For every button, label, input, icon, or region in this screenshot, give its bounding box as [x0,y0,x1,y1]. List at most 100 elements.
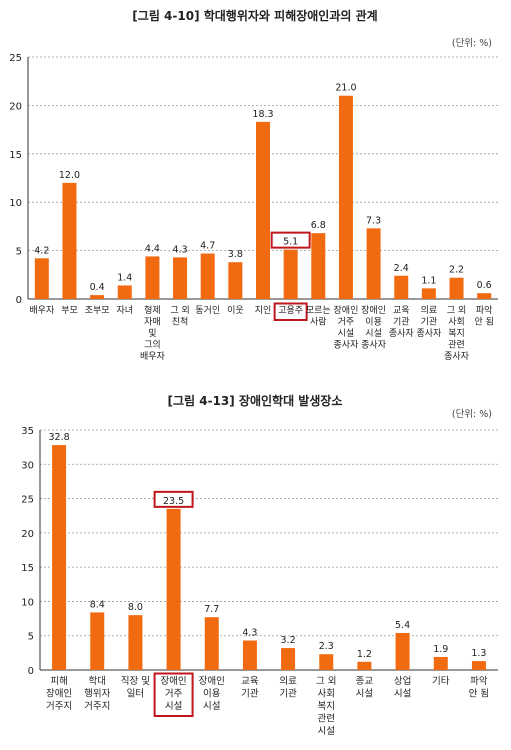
category-highlight-box [153,672,194,717]
category-label: 시설 [165,701,182,712]
value-label: 7.3 [366,215,381,226]
category-label: 그의 [144,340,161,351]
value-label: 18.3 [252,109,273,120]
bar [366,228,381,299]
category-label: 시설 [365,328,382,339]
category-label: 장애인 [334,305,359,316]
category-label: 종사자 [444,351,470,362]
value-label: 2.4 [394,263,409,274]
category-label: 장애인 [199,676,225,687]
category-label: 지인 [255,305,272,316]
value-label: 6.8 [311,220,326,231]
category-label: 배우자 [29,305,55,316]
value-label: 5.1 [283,237,298,248]
value-highlight-box [153,490,194,508]
bar [477,293,492,299]
bar [52,445,67,670]
chart-title: [그림 4-13] 장애인학대 발생장소 [168,393,343,408]
category-label: 기관 [393,317,410,328]
unit-note: (단위: %) [452,408,492,420]
category-label: 시설 [394,689,411,700]
value-label: 1.1 [421,275,436,286]
category-label: 교육 [241,676,259,687]
value-label: 5.4 [395,620,410,631]
category-label: 파악 [476,304,493,316]
chart-title: [그림 4-10] 학대행위자와 피해장애인과의 관계 [132,8,377,23]
bar [242,640,257,670]
bar [200,253,215,299]
value-label: 0.6 [477,280,492,291]
chart-2: [그림 4-13] 장애인학대 발생장소 (단위: %) 0 5 10 15 20 25 30 3… [21,393,498,737]
category-label: 상업 [394,675,411,687]
category-label: 파악 [470,675,488,687]
category-label: 장애인 [46,689,72,700]
bar [338,95,353,299]
category-highlight-box [273,302,308,321]
category-label: 자매 [144,317,161,328]
category-label: 형제 [144,305,161,316]
category-label: 의료 [421,305,438,316]
value-label: 0.4 [90,282,105,293]
category-label: 그 외 [447,304,466,316]
value-label: 1.9 [433,644,448,655]
category-label: 종교 [356,676,374,687]
bar [117,285,132,299]
bar [34,258,49,299]
y-tick-label: 20 [21,529,34,540]
category-label: 복지 [448,328,465,339]
bar [166,508,181,670]
category-label: 사람 [310,316,327,328]
category-label: 그 외 [316,675,337,687]
category-label: 복지 [318,701,335,712]
bar [228,262,243,299]
bar [357,661,372,670]
y-tick-label: 10 [9,198,22,209]
unit-note: (단위: %) [452,37,492,49]
category-label: 학대 [89,676,106,687]
value-label: 32.8 [49,432,70,443]
chart-1: [그림 4-10] 학대행위자와 피해장애인과의 관계 (단위: %) 0 5 10 15… [9,8,498,362]
category-label: 자녀 [116,305,133,316]
category-label: 기관 [421,317,438,328]
category-label: 직장 및 [121,675,150,687]
value-label: 4.4 [145,243,160,254]
bar [421,288,436,299]
category-label: 모르는 [306,305,331,316]
value-label: 23.5 [163,496,184,507]
category-label: 안 됨 [474,316,493,328]
value-label: 1.4 [117,272,132,283]
category-label: 시설 [203,701,220,712]
bar [281,648,296,670]
bar [449,277,464,299]
category-label: 장애인 [361,305,386,316]
y-tick-label: 0 [16,295,22,306]
value-label: 8.4 [90,599,105,610]
value-label: 2.2 [449,265,464,276]
y-tick-label: 25 [21,495,34,506]
value-label: 12.0 [59,170,80,181]
category-label: 동거인 [195,305,220,316]
category-label: 조부모 [85,305,110,316]
value-label: 3.2 [281,635,296,646]
category-label: 부모 [61,305,78,316]
category-label: 장애인 [160,676,186,687]
value-label: 1.3 [471,648,486,659]
category-label: 기관 [241,689,259,700]
value-label: 4.3 [242,628,257,639]
bar [433,656,448,670]
category-label: 종사자 [334,340,360,351]
category-label: 시설 [338,328,355,339]
category-label: 시설 [318,726,335,737]
value-highlight-box [270,231,311,249]
category-label: 시설 [356,689,373,700]
category-label: 거주지 [46,701,72,712]
value-label: 4.7 [200,241,215,252]
category-label: 및 [148,327,156,339]
category-label: 안 됨 [469,688,490,700]
bar [62,182,77,299]
y-tick-label: 30 [21,460,34,471]
category-label: 종사자 [361,340,387,351]
bar [471,661,486,670]
category-label: 종사자 [389,328,415,339]
